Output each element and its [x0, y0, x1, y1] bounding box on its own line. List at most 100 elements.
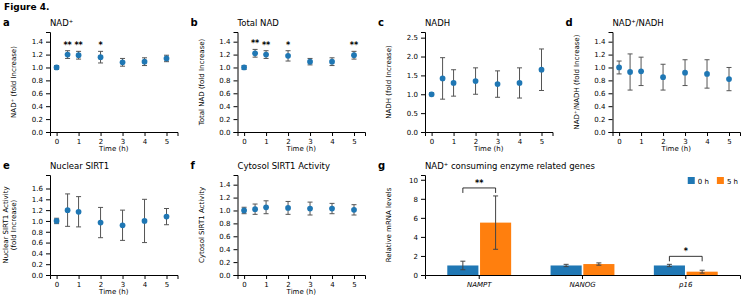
tick-mark [46, 93, 50, 94]
tick-label: 4 [330, 138, 335, 146]
tick: 5 [165, 275, 169, 289]
error-bar [76, 197, 81, 227]
tick-label: NANOG [569, 281, 596, 289]
tick-mark [707, 132, 708, 136]
tick-label: 1.4 [219, 38, 231, 46]
legend-label: 0 h [698, 178, 709, 186]
tick: 2 [99, 132, 103, 146]
figure: Figure 4.0.00.20.40.60.81.01.21.4012345*… [0, 0, 750, 298]
tick-label: 0.6 [219, 233, 231, 241]
tick-label: 8 [414, 196, 418, 204]
error-bar-cap [264, 200, 269, 201]
tick: 1.0 [219, 64, 237, 72]
panel-title: Nuclear SIRT1 [50, 161, 109, 171]
point [263, 204, 269, 210]
tick-label: 0.8 [219, 220, 230, 228]
error-bar [253, 49, 258, 57]
tick: NANOG [569, 275, 596, 289]
tick-mark [123, 275, 124, 279]
error-bar [617, 61, 622, 74]
axis-title: Total NAD (fold Increase) [198, 38, 206, 126]
legend-item: 0 h [688, 177, 709, 186]
error-bar-cap [164, 224, 169, 225]
tick: 4 [330, 132, 335, 146]
tick-label: 1 [77, 138, 81, 146]
axis-line [426, 276, 741, 280]
tick: 2 [99, 275, 103, 289]
plot-area [54, 194, 170, 243]
error-bar-cap [661, 64, 666, 65]
tick-label: 0.6 [219, 90, 231, 98]
tick: 0.4 [594, 103, 612, 111]
tick: 4 [143, 275, 148, 289]
tick: 10 [409, 177, 425, 185]
tick-mark [234, 275, 238, 276]
error-bar-cap [639, 85, 644, 86]
error-bar-cap [596, 265, 601, 266]
tick-label: 2.5 [407, 34, 418, 42]
tick: 1.5 [407, 72, 425, 80]
tick-label: 0.2 [219, 259, 230, 267]
tick-label: 0.4 [594, 103, 606, 111]
tick: 0.8 [219, 77, 237, 85]
axis-title: Relative mRNA levels [385, 187, 393, 262]
point [329, 59, 335, 65]
plot-area [241, 49, 357, 70]
error-bar [308, 202, 313, 215]
panel-title: NAD⁺ consuming enzyme related genes [425, 161, 595, 171]
axis-title: Nuclear SIRT1 Activity [2, 186, 10, 263]
tick-label: 1.4 [32, 38, 44, 46]
error-bar [242, 207, 247, 213]
tick-label: p16 [678, 281, 693, 289]
significance-bracket [463, 188, 496, 193]
tick-mark [234, 249, 238, 250]
error-bar-cap [440, 99, 445, 100]
tick-label: 0 [242, 138, 246, 146]
tick-mark [421, 218, 425, 219]
tick: 1.2 [32, 51, 50, 59]
point [65, 207, 71, 213]
panel-label: e [3, 160, 10, 171]
error-bar-cap [76, 51, 81, 52]
error-bar [65, 51, 70, 59]
tick-mark [729, 132, 730, 136]
error-bar-cap [617, 61, 622, 62]
point [627, 69, 633, 75]
tick-label: 0.2 [594, 116, 605, 124]
tick: 1.2 [32, 207, 50, 215]
error-bar-cap [352, 51, 357, 52]
tick: 1.0 [594, 64, 612, 72]
tick-mark [46, 67, 50, 68]
error-bar [242, 66, 247, 70]
tick: 3 [308, 132, 312, 146]
axis-line [426, 133, 554, 137]
tick-label: 0.0 [219, 272, 230, 280]
axis-line [613, 133, 741, 137]
tick: 2 [286, 132, 290, 146]
axis-title: Time (h) [98, 288, 129, 296]
error-bar-cap [517, 67, 522, 68]
tick: 8 [414, 196, 425, 204]
axis-line [238, 276, 366, 280]
point [351, 52, 357, 58]
tick-mark [57, 132, 58, 136]
error-bar [286, 201, 291, 214]
axis-title: Time (h) [473, 145, 504, 153]
panel-label: d [566, 17, 573, 28]
point [252, 206, 258, 212]
tick-label: 4 [414, 234, 419, 242]
tick: 1.2 [594, 51, 612, 59]
tick-mark [421, 75, 425, 76]
tick-label: 5 [165, 138, 169, 146]
tick: 0.6 [32, 239, 50, 247]
point [726, 76, 732, 82]
tick-mark [542, 132, 543, 136]
panel: 0.00.20.40.60.81.01.21.4012345*******Tot… [191, 17, 366, 153]
tick: 0.8 [32, 228, 50, 236]
error-bar-cap [65, 50, 70, 51]
tick: 5 [352, 275, 356, 289]
tick-mark [234, 210, 238, 211]
point [164, 214, 170, 220]
tick-label: 1.2 [219, 51, 230, 59]
tick-mark [234, 223, 238, 224]
